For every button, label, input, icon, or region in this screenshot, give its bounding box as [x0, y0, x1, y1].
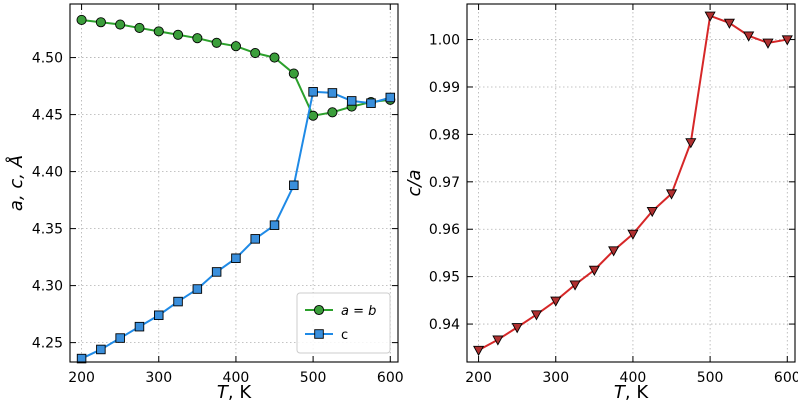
- y-tick-label: 0.95: [429, 270, 460, 286]
- data-point: [153, 26, 164, 37]
- data-point: [588, 265, 600, 276]
- data-point: [492, 335, 504, 346]
- data-point: [530, 310, 543, 321]
- legend-label: a = b: [341, 304, 376, 319]
- data-point: [172, 29, 184, 40]
- data-point: [76, 353, 87, 364]
- data-point: [269, 52, 280, 63]
- y-tick-label: 4.40: [32, 165, 63, 181]
- data-point: [569, 280, 581, 291]
- legend-marker: [313, 304, 325, 316]
- x-tick-label: 500: [697, 370, 724, 386]
- data-point: [608, 246, 620, 257]
- legend-label: c: [341, 328, 348, 343]
- data-point: [665, 189, 678, 200]
- data-point: [781, 35, 793, 46]
- x-axis-label: T, K: [614, 382, 649, 401]
- y-tick-label: 0.96: [429, 222, 460, 238]
- data-point: [192, 284, 203, 294]
- x-tick-label: 300: [542, 370, 569, 386]
- data-point: [76, 14, 87, 26]
- data-point: [96, 344, 106, 355]
- data-point: [704, 11, 716, 22]
- series-1: [76, 87, 396, 364]
- data-point: [115, 19, 126, 30]
- x-tick-label: 400: [223, 370, 250, 386]
- data-point: [134, 321, 145, 332]
- data-point: [346, 96, 357, 106]
- x-tick-label: 300: [145, 370, 172, 386]
- data-point: [646, 206, 658, 218]
- data-point: [115, 333, 125, 343]
- x-tick-label: 500: [300, 370, 327, 386]
- x-axis-label: T, K: [217, 382, 252, 401]
- legend: a = b c: [296, 292, 391, 354]
- data-point: [173, 296, 183, 307]
- x-tick-label: 200: [465, 370, 492, 386]
- data-point: [366, 98, 376, 108]
- data-point: [762, 38, 774, 49]
- data-point: [211, 37, 222, 48]
- axes-frame: [466, 3, 796, 363]
- data-point: [511, 323, 523, 334]
- data-point: [308, 110, 319, 121]
- y-tick-label: 4.30: [32, 279, 63, 295]
- y-tick-label: 4.50: [32, 51, 63, 67]
- data-point: [211, 267, 222, 277]
- y-tick-label: 1.00: [429, 33, 460, 49]
- data-point: [269, 220, 280, 230]
- data-point: [685, 138, 697, 149]
- legend-marker: [314, 329, 324, 339]
- data-point: [231, 253, 241, 263]
- data-point: [230, 41, 241, 52]
- x-tick-label: 600: [377, 370, 404, 386]
- data-point: [134, 22, 145, 33]
- y-tick-label: 0.99: [429, 80, 460, 96]
- lattice-parameters-chart: 200 300 400 500 600 4.25 4.30 4.35 4.40 4.45 4.50 T…: [5, 3, 404, 401]
- data-point: [250, 234, 260, 244]
- y-tick-label: 0.98: [429, 127, 460, 143]
- y-tick-label: 0.97: [429, 175, 460, 191]
- data-point: [308, 87, 318, 97]
- y-tick-label: 4.25: [32, 336, 63, 352]
- y-axis-label: c/a: [404, 170, 425, 197]
- data-point: [250, 47, 261, 59]
- y-axis-label: a, c, Å: [5, 155, 27, 211]
- y-tick-label: 4.45: [32, 108, 63, 124]
- y-tick-label: 4.35: [32, 222, 63, 238]
- data-point: [192, 33, 203, 44]
- data-point: [723, 18, 735, 29]
- x-tick-label: 400: [620, 370, 647, 386]
- c-over-a-chart: 200 300 400 500 600 0.94 0.95 0.96 0.97 0.98 0.99 1…: [404, 3, 798, 401]
- data-point: [288, 68, 299, 79]
- data-point: [327, 107, 338, 118]
- series-0: [473, 11, 793, 357]
- data-point: [743, 31, 755, 42]
- x-tick-label: 200: [68, 370, 95, 386]
- data-point: [289, 180, 299, 191]
- data-point: [385, 92, 396, 103]
- y-tick-label: 0.94: [429, 317, 460, 333]
- legend-box: [296, 292, 391, 354]
- data-point: [95, 17, 106, 28]
- data-point: [327, 88, 338, 98]
- data-point: [154, 310, 164, 321]
- data-point: [473, 345, 485, 357]
- data-point: [627, 229, 639, 240]
- axes-frame: [69, 3, 399, 363]
- x-tick-label: 600: [774, 370, 798, 386]
- data-point: [550, 296, 562, 307]
